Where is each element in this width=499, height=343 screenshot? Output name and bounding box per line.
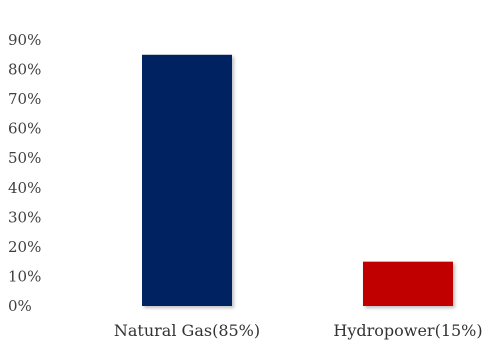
y-tick-label: 20% [8, 238, 41, 256]
y-tick-label: 10% [8, 267, 41, 285]
y-tick-label: 50% [8, 149, 41, 167]
y-tick-label: 40% [8, 179, 41, 197]
y-tick-label: 60% [8, 120, 41, 138]
x-axis: Natural Gas(85%) Hydropower(15%) [114, 321, 483, 340]
y-tick-label: 70% [8, 90, 41, 108]
y-tick-label: 0% [8, 297, 32, 315]
y-tick-label: 30% [8, 208, 41, 226]
bar-natural-gas [142, 54, 232, 307]
bar-hydropower [363, 261, 453, 306]
y-axis: 0% 10% 20% 30% 40% 50% 60% 70% 80% 90% [8, 31, 41, 315]
x-category-label: Hydropower(15%) [333, 321, 482, 340]
y-tick-label: 90% [8, 31, 41, 49]
bars [142, 54, 453, 307]
x-category-label: Natural Gas(85%) [114, 321, 260, 340]
y-tick-label: 80% [8, 61, 41, 79]
